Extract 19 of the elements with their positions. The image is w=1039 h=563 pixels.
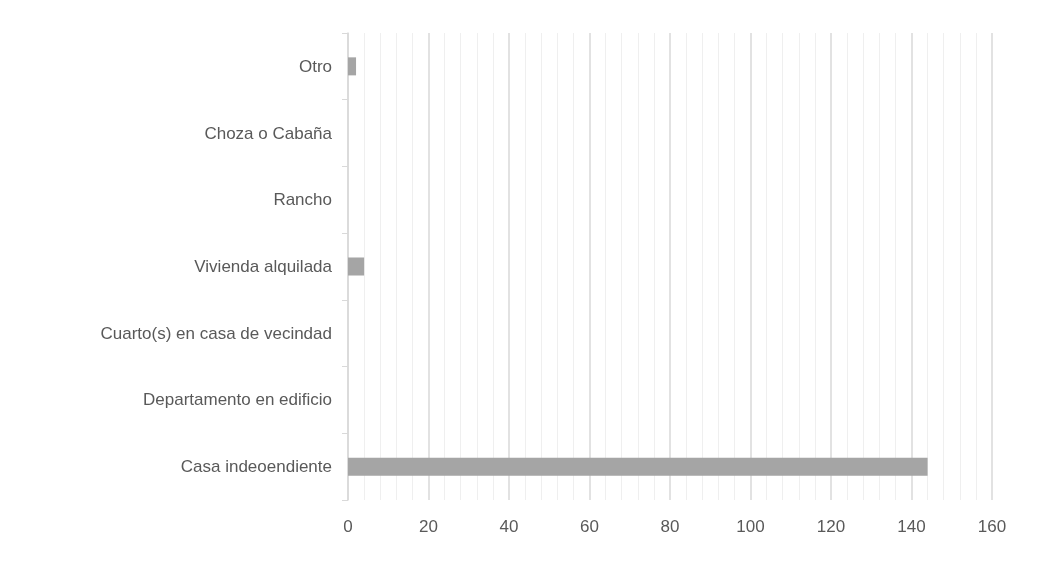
- x-tick-label: 80: [660, 517, 680, 536]
- y-tick-label: Rancho: [273, 190, 332, 210]
- y-tick-label: Casa indeoendiente: [180, 457, 332, 477]
- y-tick-label: Departamento en edificio: [142, 390, 332, 410]
- x-tick-label: 20: [419, 517, 438, 536]
- x-tick-label: 0: [343, 517, 353, 536]
- x-tick-label: 120: [816, 517, 846, 536]
- y-tick-label: Cuarto(s) en casa de vecindad: [100, 323, 332, 343]
- bar: [348, 457, 928, 476]
- x-tick-label: 160: [977, 517, 1007, 536]
- x-tick-label: 100: [736, 517, 765, 536]
- bar: [348, 257, 365, 276]
- bar: [348, 57, 357, 76]
- y-tick-label: Otro: [298, 56, 332, 76]
- y-tick-label: Vivienda alquilada: [194, 257, 333, 276]
- x-tick-label: 40: [499, 517, 519, 536]
- y-tick-label: Choza o Cabaña: [204, 123, 333, 143]
- x-tick-label: 140: [897, 517, 926, 536]
- x-tick-label: 60: [580, 517, 599, 536]
